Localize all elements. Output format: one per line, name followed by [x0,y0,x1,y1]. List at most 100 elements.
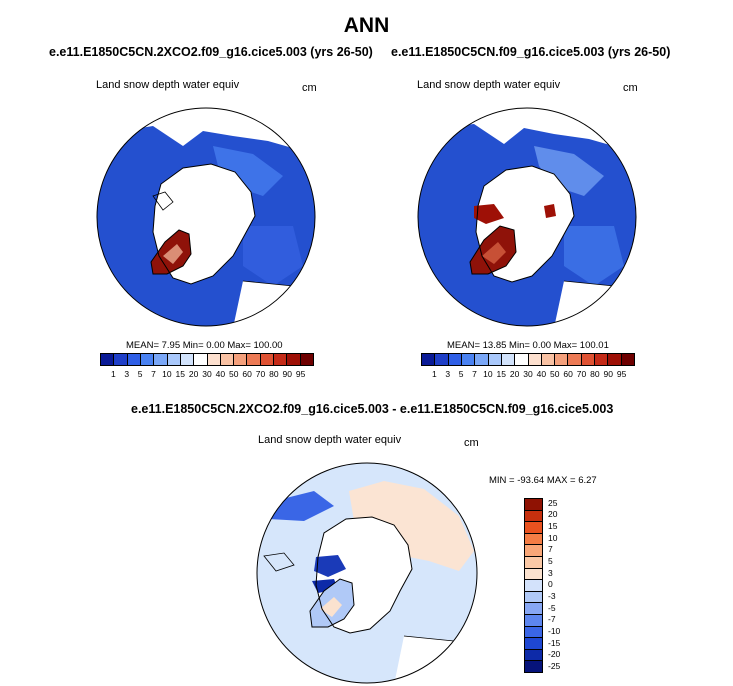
diff-stats: MIN = -93.64 MAX = 6.27 [489,475,597,486]
diff-eurasia-positive [349,481,474,571]
left-units-label: cm [302,82,317,94]
diff-colorbar-tick-label: 3 [548,567,553,578]
left-colorbar-tick-label: 40 [215,369,226,379]
left-colorbar-swatch [287,354,301,365]
left-colorbar [100,353,314,366]
right-colorbar-swatch [461,354,476,365]
left-colorbar-swatch [260,354,275,365]
left-colorbar-tick-label: 10 [162,369,172,379]
diff-colorbar-tick-label: -25 [548,661,561,671]
left-colorbar-tick-label: 30 [202,369,212,379]
right-colorbar-tick-label: 40 [536,369,547,379]
left-colorbar-tick-label: 1 [111,369,116,379]
left-colorbar-tick-label: 20 [188,369,199,379]
right-colorbar-tick-label: 3 [445,369,451,379]
left-colorbar-tick-label: 3 [124,369,130,379]
left-panel-title: e.e11.E1850C5CN.2XCO2.f09_g16.cice5.003 … [49,45,373,59]
diff-colorbar-tick-label: 10 [548,532,558,543]
left-colorbar-swatch [220,354,235,365]
right-colorbar-tick-label: 50 [550,369,560,379]
right-units-label: cm [623,82,638,94]
left-colorbar-swatch [274,354,288,365]
right-colorbar-swatch [501,354,516,365]
left-polar-map [96,107,316,327]
right-polar-map [417,107,637,327]
diff-units-label: cm [464,437,479,449]
left-colorbar-swatch [140,354,155,365]
diff-colorbar-tick-label: -20 [548,649,561,660]
left-colorbar-tick-label: 60 [242,369,252,379]
diff-colorbar-tick-label: -5 [548,602,556,613]
diff-colorbar-swatch [525,545,542,557]
right-colorbar-tick-label: 5 [458,369,464,379]
right-stats: MEAN= 13.85 Min= 0.00 Max= 100.01 [447,340,609,351]
left-colorbar-tick-label: 15 [175,369,185,379]
left-colorbar-tick-label: 70 [255,369,266,379]
left-colorbar-swatch [101,354,115,365]
right-colorbar-tick-label: 30 [523,369,533,379]
diff-colorbar-swatch [525,626,542,639]
diff-colorbar-tick-label: 25 [548,497,558,508]
left-colorbar-swatch [234,354,248,365]
left-stats: MEAN= 7.95 Min= 0.00 Max= 100.00 [126,340,283,351]
diff-colorbar-tick-label: -3 [548,591,556,601]
diff-colorbar-swatch [525,510,542,523]
right-colorbar-tick-label: 90 [603,369,613,379]
right-colorbar-tick-label: 1 [432,369,437,379]
diff-colorbar-tick-label: -15 [548,637,561,648]
diff-colorbar-swatch [525,499,542,511]
diff-colorbar-swatch [525,580,542,592]
left-colorbar-swatch [127,354,141,365]
right-colorbar-swatch [608,354,622,365]
right-colorbar [421,353,635,366]
left-colorbar-tick-label: 95 [295,369,306,379]
diff-colorbar-swatch [525,603,542,615]
right-colorbar-swatch [488,354,502,365]
left-variable-label: Land snow depth water equiv [96,79,240,91]
right-colorbar-tick-label: 95 [616,369,627,379]
right-colorbar-swatch [568,354,582,365]
diff-colorbar-swatch [525,568,542,581]
right-colorbar-swatch [528,354,542,365]
diff-colorbar-swatch [525,649,542,662]
left-colorbar-swatch [167,354,181,365]
left-colorbar-tick-label: 7 [151,369,156,379]
diff-colorbar-tick-label: 15 [548,521,558,531]
right-colorbar-swatch [475,354,489,365]
diff-colorbar [524,498,543,673]
right-colorbar-ticks: 1 3 5 7 10 15 20 30 40 50 60 70 80 90 95 [421,369,635,381]
diff-colorbar-swatch [525,638,542,650]
diff-colorbar-swatch [525,661,542,672]
figure-title: ANN [343,14,390,37]
diff-polar-map [256,462,478,684]
right-colorbar-tick-label: 60 [563,369,573,379]
diff-colorbar-swatch [525,533,542,546]
left-colorbar-swatch [247,354,261,365]
diff-panel-title: e.e11.E1850C5CN.2XCO2.f09_g16.cice5.003 … [131,402,614,416]
right-colorbar-tick-label: 20 [509,369,520,379]
right-colorbar-tick-label: 7 [472,369,477,379]
right-colorbar-tick-label: 15 [496,369,506,379]
left-colorbar-tick-label: 80 [269,369,279,379]
diff-colorbar-tick-label: 20 [548,509,558,520]
right-colorbar-tick-label: 70 [576,369,587,379]
diff-colorbar-swatch [525,591,542,604]
left-colorbar-swatch [180,354,195,365]
diff-colorbar-swatch [525,614,542,627]
right-colorbar-swatch [435,354,449,365]
right-panel-title: e.e11.E1850C5CN.f09_g16.cice5.003 (yrs 2… [391,45,671,59]
left-colorbar-swatch [194,354,208,365]
diff-colorbar-tick-label: -7 [548,614,556,625]
right-colorbar-swatch [448,354,462,365]
right-colorbar-swatch [595,354,609,365]
right-colorbar-tick-label: 10 [483,369,493,379]
diff-colorbar-swatch [525,522,542,534]
right-colorbar-swatch [541,354,556,365]
left-colorbar-tick-label: 90 [282,369,292,379]
diff-colorbar-ticks: 25 20 15 10 7 5 3 0 -3 -5 -7 -10 -15 -20 -25 [548,498,578,673]
diff-colorbar-tick-label: 7 [548,544,553,555]
right-colorbar-swatch [621,354,634,365]
left-colorbar-tick-label: 50 [229,369,239,379]
diff-variable-label: Land snow depth water equiv [258,434,402,446]
left-colorbar-swatch [207,354,221,365]
